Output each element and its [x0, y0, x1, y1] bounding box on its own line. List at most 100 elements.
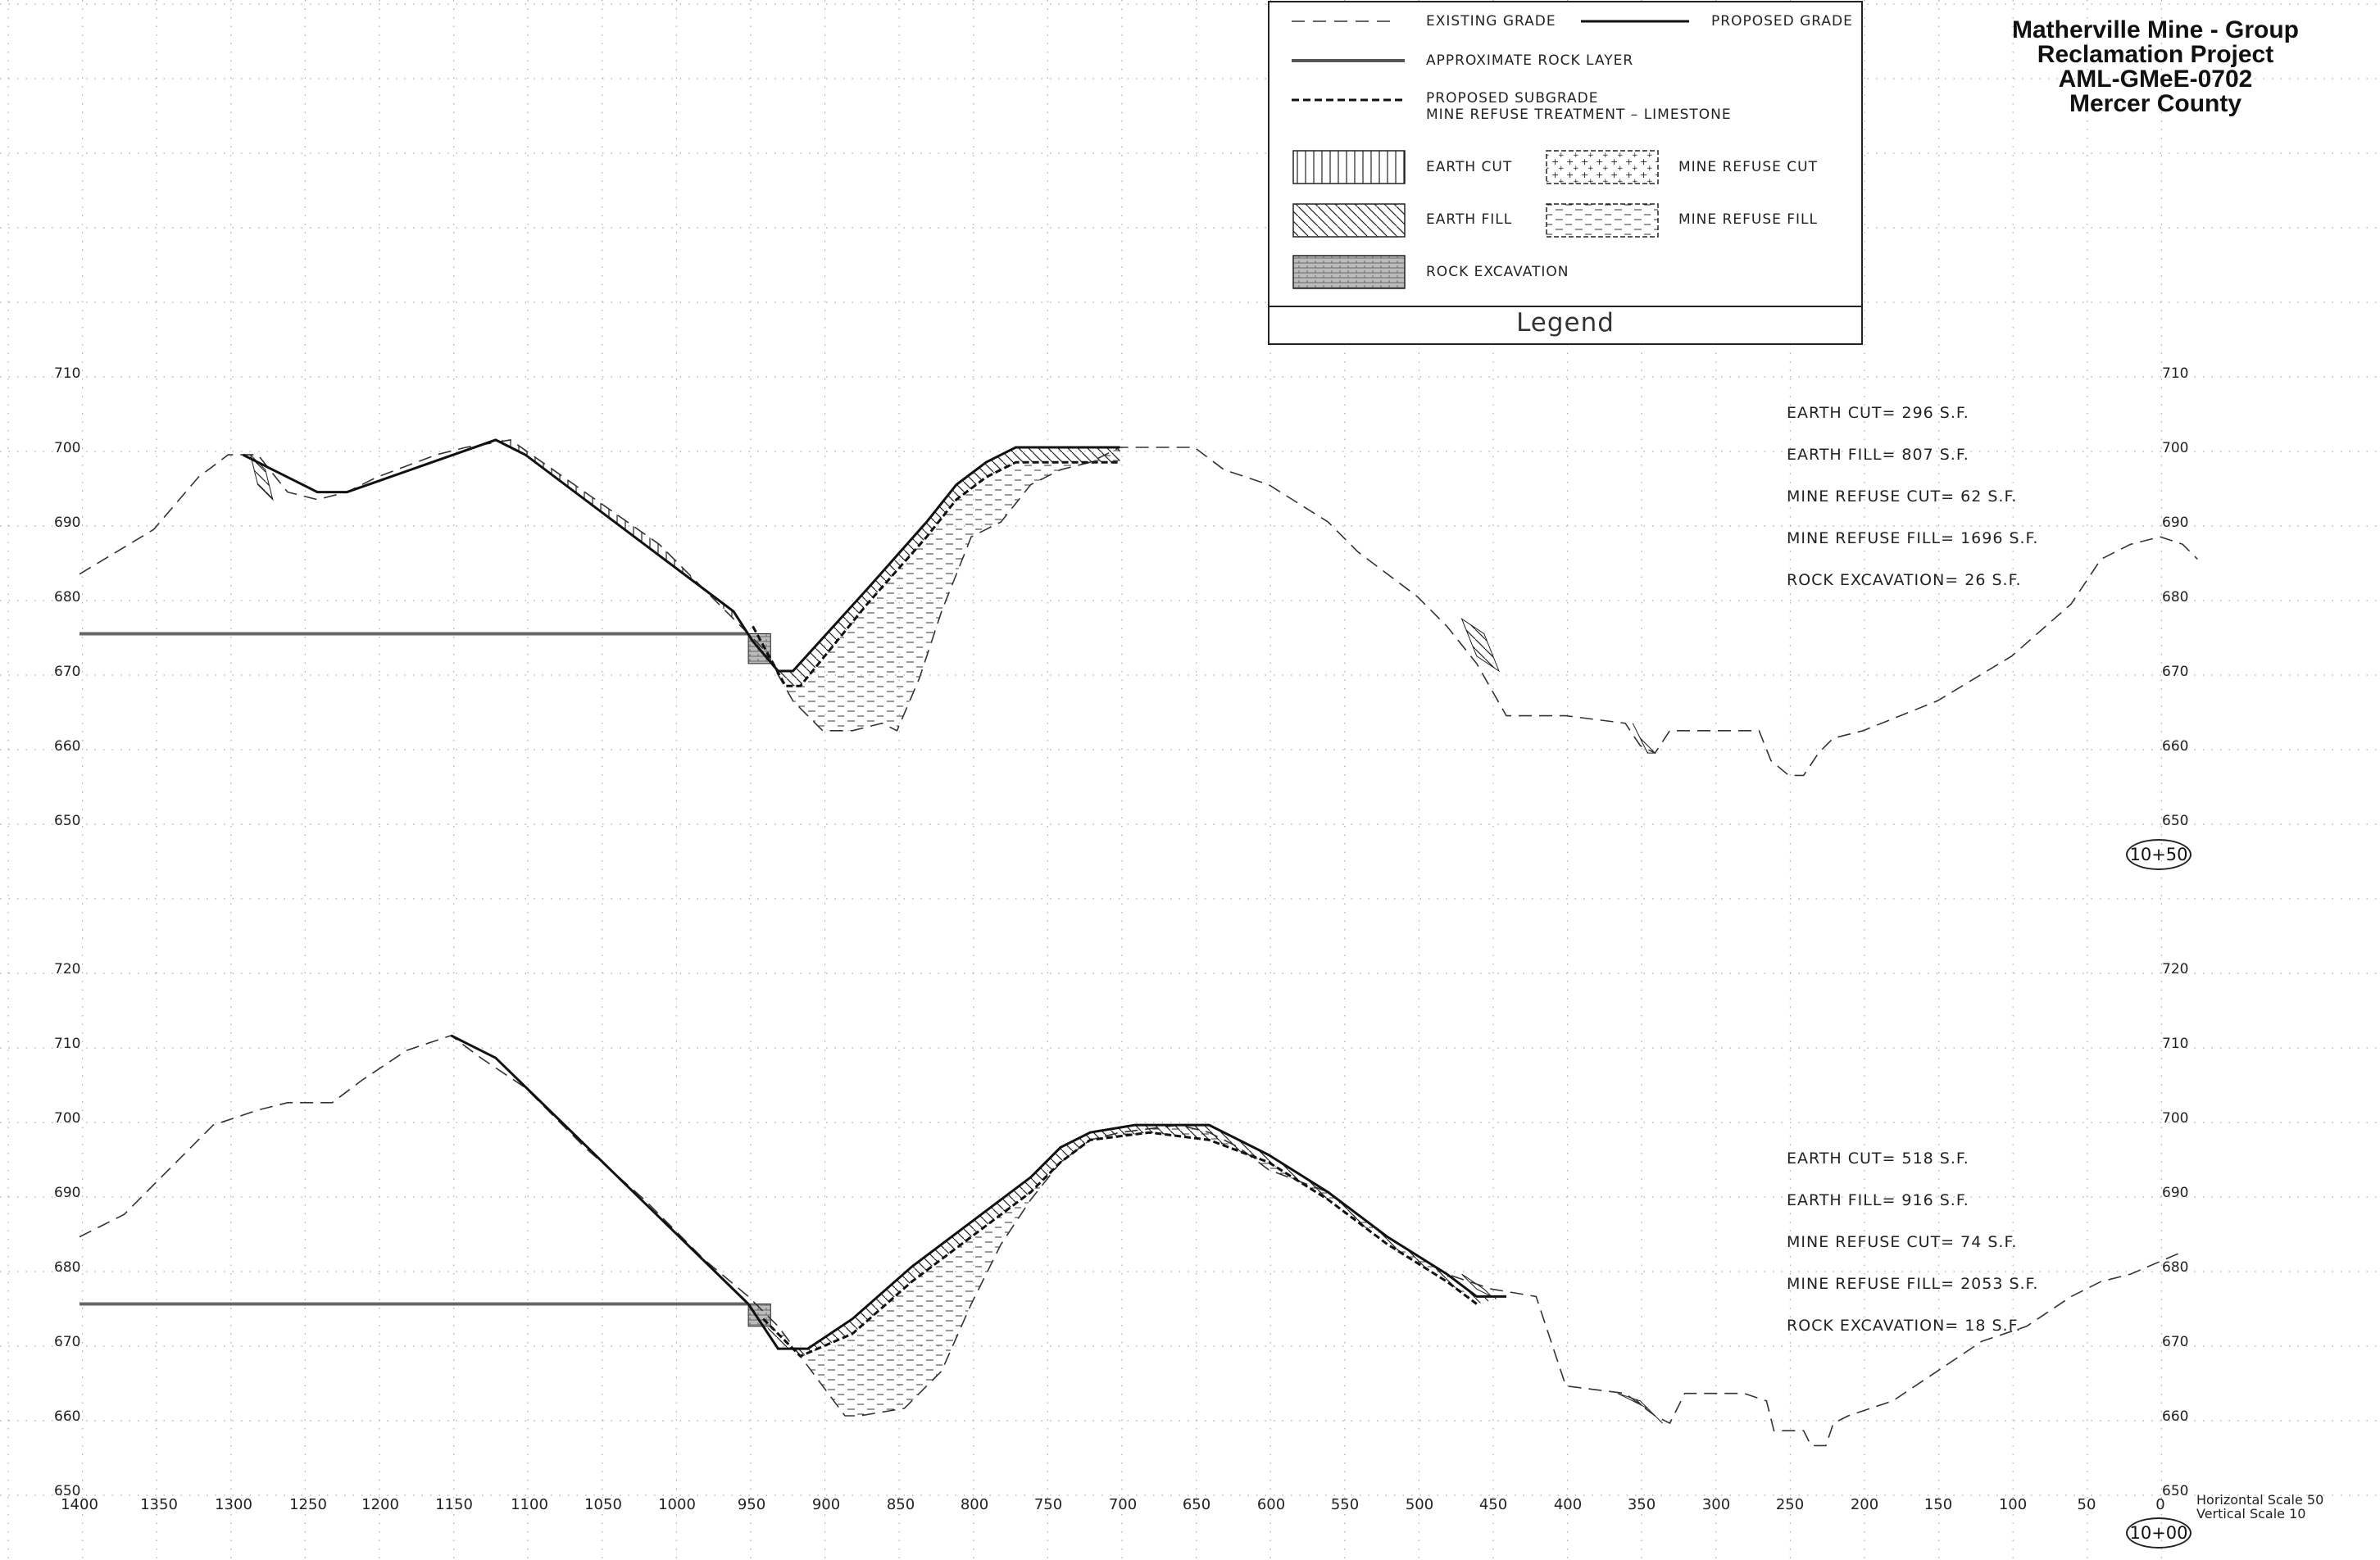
side-cut-region — [1632, 723, 1656, 754]
x-tick-550: 550 — [1330, 1496, 1360, 1513]
earth-fill-region — [763, 1125, 1506, 1357]
legend-rock-excavation: ROCK EXCAVATION — [1426, 264, 1569, 280]
section-1-mine-refuse-fill: MINE REFUSE FILL= 1696 S.F. — [1787, 529, 2039, 547]
x-tick-300: 300 — [1701, 1496, 1731, 1513]
s1-elev-right-660: 660 — [2162, 738, 2189, 755]
legend-subgrade-2: MINE REFUSE TREATMENT – LIMESTONE — [1426, 107, 1732, 123]
title-line-2: Reclamation Project — [2037, 41, 2274, 68]
section-2-rock-excavation: ROCK EXCAVATION= 18 S.F. — [1787, 1317, 2022, 1335]
s1-elev-left-700: 700 — [54, 440, 81, 456]
s1-elev-left-670: 670 — [54, 664, 81, 680]
s1-elev-right-710: 710 — [2162, 365, 2189, 382]
x-tick-700: 700 — [1108, 1496, 1138, 1513]
s2-elev-right-690: 690 — [2162, 1185, 2189, 1201]
s2-elev-left-720: 720 — [54, 961, 81, 977]
title-line-1: Matherville Mine - Group — [2011, 16, 2300, 43]
s1-elev-left-690: 690 — [54, 515, 81, 531]
vertical-scale: Vertical Scale 10 — [2196, 1506, 2306, 1521]
x-tick-350: 350 — [1627, 1496, 1656, 1513]
existing-grade-line — [79, 439, 2198, 777]
existing-grade-line — [79, 1035, 2183, 1447]
legend-earth-cut: EARTH CUT — [1426, 159, 1513, 175]
x-tick-1100: 1100 — [511, 1496, 548, 1513]
legend-existing-grade: EXISTING GRADE — [1426, 13, 1556, 29]
section-1-earth-fill: EARTH FILL= 807 S.F. — [1787, 446, 1969, 464]
cross-section-1 — [79, 438, 2198, 777]
side-cut-region — [1617, 1393, 1663, 1424]
legend-box — [1268, 1, 1863, 345]
x-tick-950: 950 — [737, 1496, 766, 1513]
title-line-4: Mercer County — [2069, 90, 2242, 117]
mine-refuse-cut-swatch — [1546, 150, 1659, 184]
side-cut-region — [1460, 617, 1501, 673]
x-tick-1350: 1350 — [140, 1496, 178, 1513]
s2-elev-left-670: 670 — [54, 1334, 81, 1350]
legend-proposed-grade: PROPOSED GRADE — [1711, 13, 1853, 29]
section-2-earth-cut: EARTH CUT= 518 S.F. — [1787, 1150, 1969, 1168]
s2-elev-left-680: 680 — [54, 1259, 81, 1276]
s2-elev-right-710: 710 — [2162, 1036, 2189, 1052]
s1-elev-right-700: 700 — [2162, 440, 2189, 456]
earth-cut-swatch — [1292, 150, 1406, 184]
legend-mine-refuse-fill: MINE REFUSE FILL — [1678, 211, 1818, 228]
s1-elev-right-670: 670 — [2162, 664, 2189, 680]
legend-earth-fill: EARTH FILL — [1426, 211, 1513, 228]
s2-elev-right-700: 700 — [2162, 1110, 2189, 1127]
x-tick-1150: 1150 — [435, 1496, 473, 1513]
s2-elev-left-710: 710 — [54, 1036, 81, 1052]
section-2-mine-refuse-fill: MINE REFUSE FILL= 2053 S.F. — [1787, 1275, 2039, 1293]
x-tick-900: 900 — [811, 1496, 841, 1513]
x-tick-1250: 1250 — [289, 1496, 327, 1513]
section-1-rock-excavation: ROCK EXCAVATION= 26 S.F. — [1787, 571, 2022, 589]
s2-elev-left-660: 660 — [54, 1408, 81, 1425]
x-tick-1300: 1300 — [215, 1496, 252, 1513]
section-1-earth-cut: EARTH CUT= 296 S.F. — [1787, 404, 1969, 422]
section-2-quantities: EARTH CUT= 518 S.F. EARTH FILL= 916 S.F.… — [1787, 1124, 2038, 1347]
s2-elev-right-650: 650 — [2162, 1483, 2189, 1499]
x-tick-650: 650 — [1182, 1496, 1211, 1513]
s2-elev-left-650: 650 — [54, 1483, 81, 1499]
section-1-station-label: 10+50 — [2126, 839, 2192, 870]
earth-fill-region — [752, 447, 1120, 687]
legend-mine-refuse-cut: MINE REFUSE CUT — [1678, 159, 1818, 175]
section-2-mine-refuse-cut: MINE REFUSE CUT= 74 S.F. — [1787, 1233, 2018, 1251]
legend-subgrade-1: PROPOSED SUBGRADE — [1426, 90, 1599, 107]
proposed-subgrade-line — [752, 460, 1120, 687]
legend-rock-layer: APPROXIMATE ROCK LAYER — [1426, 52, 1634, 69]
s1-elev-right-650: 650 — [2162, 813, 2189, 829]
s1-elev-left-710: 710 — [54, 365, 81, 382]
mine-refuse-fill-region — [763, 1125, 1477, 1416]
s2-elev-right-670: 670 — [2162, 1334, 2189, 1350]
x-tick-800: 800 — [960, 1496, 989, 1513]
x-tick-50: 50 — [2077, 1496, 2096, 1513]
horizontal-scale: Horizontal Scale 50 — [2196, 1492, 2324, 1508]
x-tick-150: 150 — [1924, 1496, 1953, 1513]
section-1-mine-refuse-cut: MINE REFUSE CUT= 62 S.F. — [1787, 488, 2018, 506]
rock-excavation-swatch — [1292, 255, 1406, 289]
x-tick-750: 750 — [1033, 1496, 1063, 1513]
s1-elev-right-690: 690 — [2162, 515, 2189, 531]
x-tick-1050: 1050 — [584, 1496, 622, 1513]
cross-section-2 — [79, 1034, 2183, 1447]
scale-note: Horizontal Scale 50 Vertical Scale 10 — [2196, 1493, 2323, 1521]
section-1-quantities: EARTH CUT= 296 S.F. EARTH FILL= 807 S.F.… — [1787, 379, 2038, 601]
x-tick-400: 400 — [1553, 1496, 1583, 1513]
mine-refuse-fill-swatch — [1546, 203, 1659, 238]
legend-title: Legend — [1516, 308, 1615, 338]
proposed-grade-line — [242, 438, 1120, 673]
title-line-3: AML-GMeE-0702 — [2058, 66, 2253, 93]
s2-elev-right-680: 680 — [2162, 1259, 2189, 1276]
s1-elev-right-680: 680 — [2162, 589, 2189, 605]
s2-elev-left-700: 700 — [54, 1110, 81, 1127]
s1-elev-left-650: 650 — [54, 813, 81, 829]
x-tick-600: 600 — [1256, 1496, 1286, 1513]
earth-fill-swatch — [1292, 203, 1406, 238]
x-tick-500: 500 — [1405, 1496, 1434, 1513]
s2-elev-right-720: 720 — [2162, 961, 2189, 977]
mine-refuse-fill-region — [752, 447, 1120, 731]
x-tick-200: 200 — [1850, 1496, 1879, 1513]
project-title: Matherville Mine - Group Reclamation Pro… — [1983, 18, 2328, 116]
x-tick-1000: 1000 — [658, 1496, 696, 1513]
